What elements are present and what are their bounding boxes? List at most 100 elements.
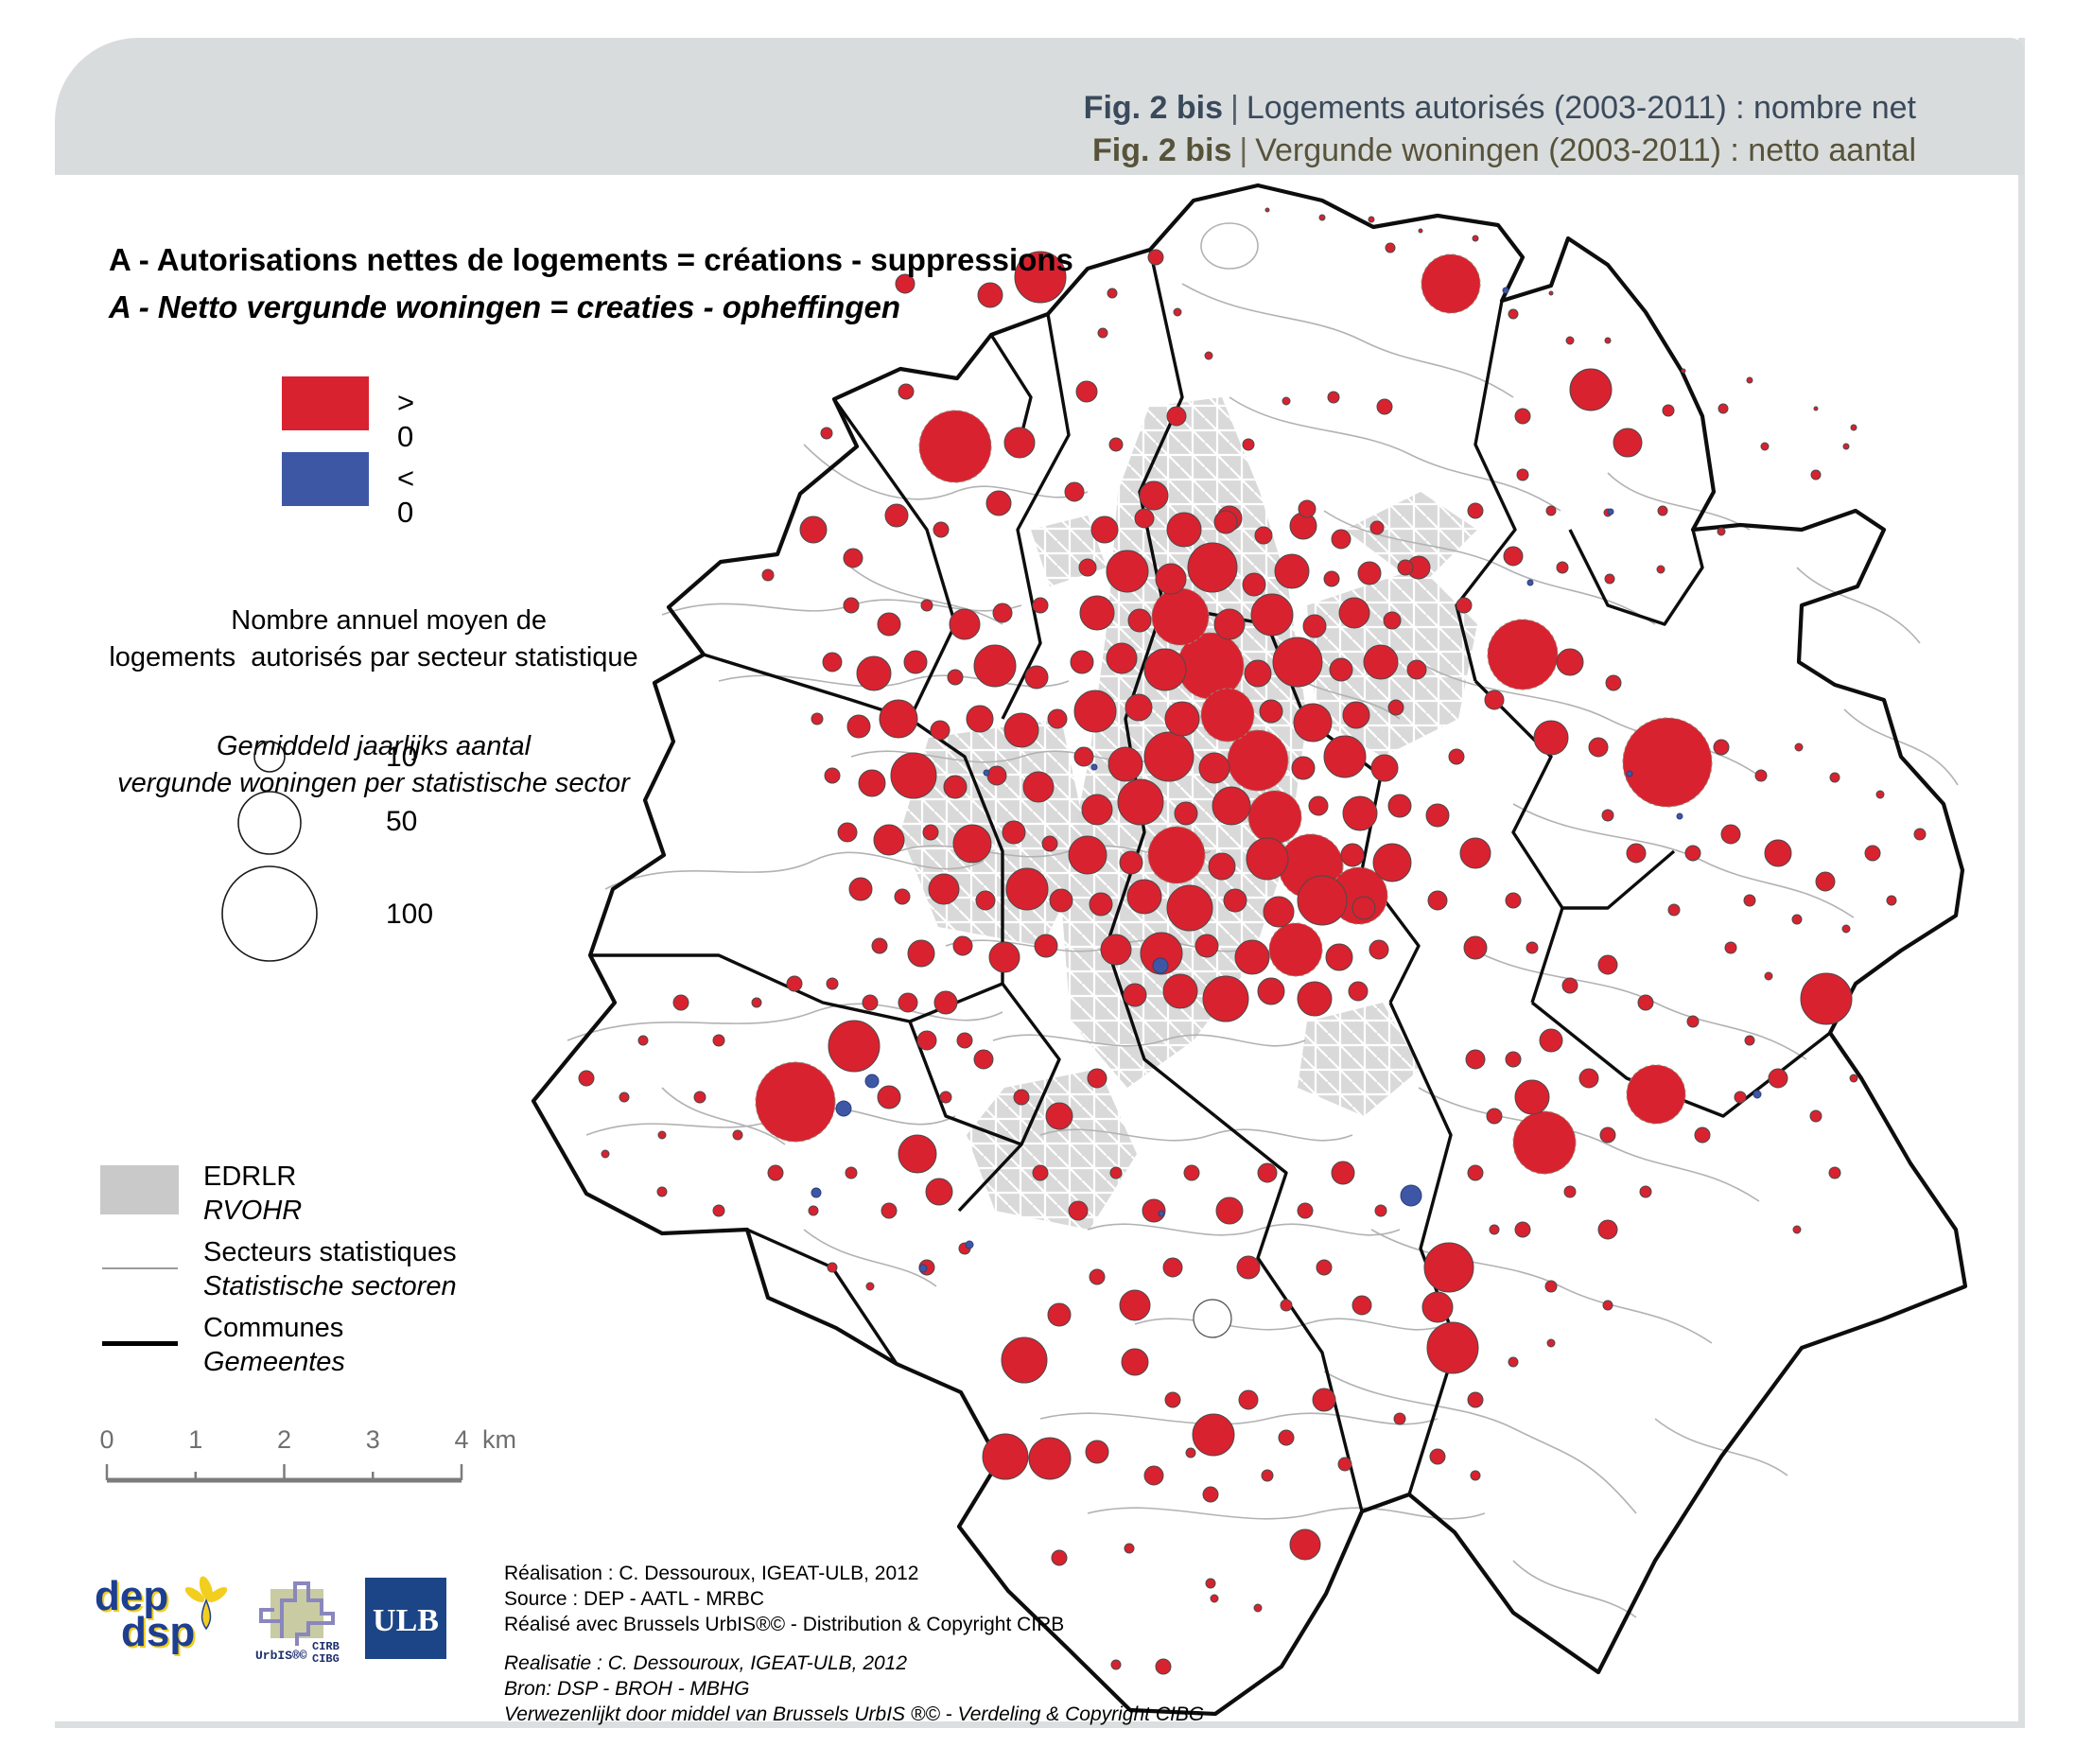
sector-circle-positive [1337, 1457, 1352, 1472]
sector-circle-positive [1164, 1391, 1181, 1408]
sector-circle-positive [890, 752, 937, 799]
sector-circle-negative [1152, 957, 1169, 974]
sector-circle-positive [907, 939, 935, 968]
sector-circle-positive [1760, 442, 1770, 451]
sector-line [1134, 1318, 1448, 1331]
sector-circle-positive [1548, 290, 1554, 296]
sector-circle-positive [1185, 1447, 1196, 1458]
sector-circle-positive [1047, 708, 1068, 729]
sector-circle-positive [1318, 214, 1326, 221]
commune-boundary [1455, 300, 1517, 682]
sector-circle-positive [1297, 981, 1333, 1017]
scale-tick-label: 0 [99, 1425, 113, 1454]
credits: Réalisation : C. Dessouroux, IGEAT-ULB, … [504, 1561, 1204, 1727]
sector-circle-positive [1387, 699, 1404, 716]
sector-circle-positive [1202, 1486, 1219, 1503]
sector-circle-positive [1387, 794, 1412, 818]
sector-circle-positive [1126, 879, 1162, 915]
sector-circle-positive [898, 1134, 937, 1174]
sector-circle-positive [1486, 1108, 1503, 1125]
sector-circle-positive [1850, 424, 1857, 431]
sector-circle-positive [1247, 790, 1302, 845]
sector-circle-positive [1070, 650, 1094, 674]
sector-circle-positive [1302, 614, 1327, 638]
sector-circle-positive [1546, 1338, 1556, 1348]
sector-circle-positive [1123, 983, 1147, 1007]
sector-line [803, 444, 1089, 500]
ulb-text: ULB [373, 1603, 439, 1638]
sector-circle-positive [933, 990, 958, 1015]
sector-circle-positive [846, 714, 871, 739]
separator: | [1239, 132, 1248, 168]
sector-circle-positive [1208, 852, 1236, 881]
legend-row-communes: Communes Gemeentes [100, 1309, 554, 1385]
sector-circle-positive [1456, 597, 1473, 614]
sector-circle-positive [808, 1205, 819, 1216]
sector-circle-positive [751, 997, 762, 1008]
sector-circle-positive [1448, 748, 1465, 765]
sector-circle-positive [786, 975, 803, 992]
sector-circle-positive [1383, 611, 1402, 630]
sector-circle-positive [1013, 1089, 1030, 1106]
sector-circle-positive [1374, 1204, 1387, 1217]
sector-circle-positive [1308, 795, 1329, 816]
legend-row-sectors: Secteurs statistiques Statistische secto… [100, 1233, 554, 1309]
sector-circle-positive [894, 888, 911, 905]
sector-circle-positive [1259, 699, 1283, 724]
sector-circle-positive [1421, 1291, 1454, 1323]
dsp-shadow: dsp [123, 1611, 197, 1657]
sector-circle-positive [1081, 794, 1113, 826]
sector-circle-positive [1236, 1255, 1261, 1280]
sector-circle-positive [1068, 835, 1107, 875]
sector-circle-positive [881, 1202, 898, 1219]
size-circle-100 [221, 865, 318, 962]
sector-circle-positive [1200, 688, 1255, 742]
sector-line [1181, 283, 1514, 398]
sector-circle-positive [1720, 824, 1741, 845]
scale-tick-label: 1 [188, 1425, 202, 1454]
sector-circle-positive [1597, 1219, 1618, 1240]
dep-text: dep [95, 1573, 168, 1619]
sector-circle-positive [925, 1178, 953, 1206]
sector-circle-positive [637, 1035, 649, 1046]
sector-circle-positive [1257, 1162, 1278, 1183]
sector-circle-positive [858, 769, 886, 797]
sector-circle-positive [1662, 404, 1675, 417]
sector-circle-positive [1068, 1200, 1089, 1221]
sector-circle-positive [1194, 934, 1219, 958]
sector-circle-positive [939, 1091, 952, 1104]
sector-circle-positive [1045, 1102, 1073, 1130]
header-band: Fig. 2 bis | Logements autorisés (2003-201… [55, 38, 2024, 175]
sector-circle-negative [1752, 1090, 1762, 1099]
sector-circle-positive [1467, 502, 1484, 519]
sector-circle-positive [1342, 795, 1378, 831]
sector-circle-positive [1514, 1221, 1531, 1238]
sector-circle-positive [1032, 1164, 1049, 1181]
sector-circle-positive [1512, 1110, 1577, 1175]
sector-circle-positive [1484, 690, 1505, 710]
sector-circle-negative [1526, 579, 1534, 586]
sector-circle-positive [1234, 939, 1270, 975]
edrlr-swatch [100, 1165, 179, 1214]
sector-circle-positive [1351, 1295, 1372, 1316]
sector-circle-positive [1121, 1348, 1149, 1376]
sector-circle-positive [837, 822, 858, 843]
commune-boundary [1388, 1002, 1458, 1495]
sector-circle-positive [1325, 943, 1353, 971]
sector-circle-positive [827, 1262, 838, 1273]
sector-circle-positive [1357, 561, 1382, 585]
sector-circle-positive [1127, 608, 1152, 633]
logos: dep dep dsp dsp UrbIS®© CIRB CIBG ULB [95, 1572, 450, 1667]
sector-circle-positive [1637, 994, 1654, 1011]
dep-dsp-logo: dep dep dsp dsp [95, 1573, 228, 1657]
map-title-nl: A - Netto vergunde woningen = creaties -… [109, 289, 901, 324]
commune-boundary [908, 1021, 1022, 1146]
sector-circle-positive [1875, 790, 1885, 799]
sector-circle-positive [952, 935, 973, 956]
sector-circle-positive [1351, 896, 1376, 920]
sector-circle-positive [1602, 1300, 1613, 1311]
sector-circle-positive [826, 977, 839, 990]
sector-circle-positive [1041, 835, 1058, 852]
sector-circle-negative [965, 1240, 974, 1249]
sector-circle-positive [1164, 701, 1200, 737]
